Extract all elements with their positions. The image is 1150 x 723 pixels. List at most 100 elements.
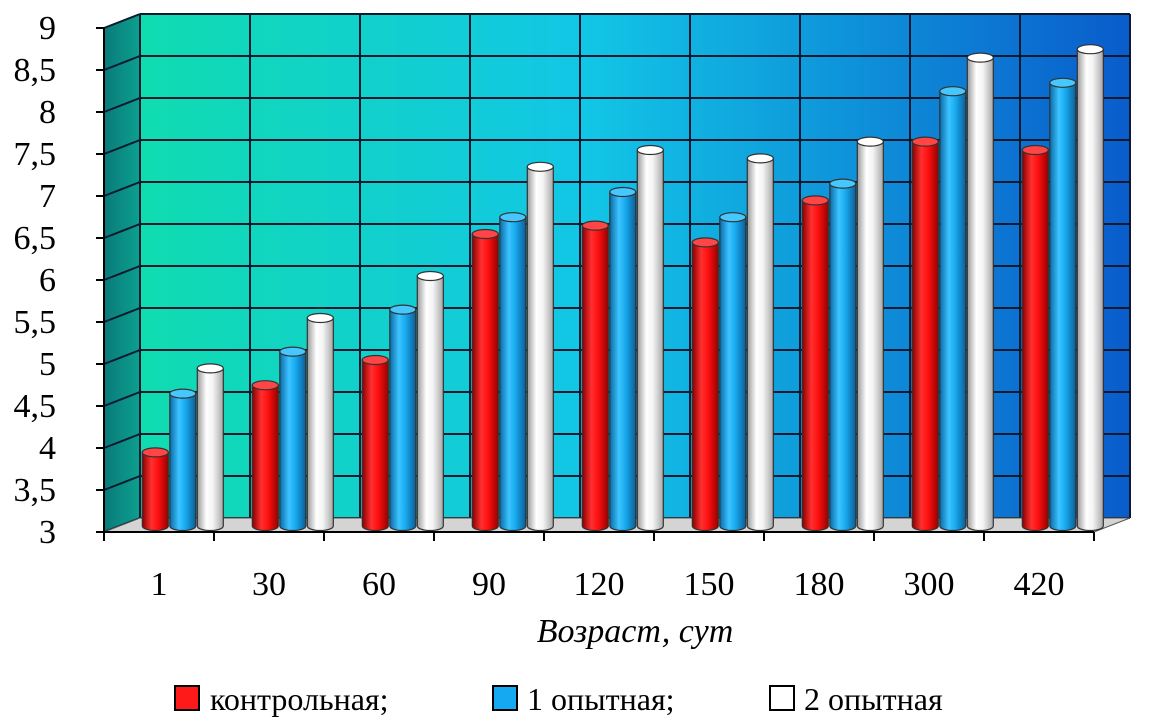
bar bbox=[829, 178, 857, 532]
y-tick-label: 7 bbox=[39, 178, 56, 215]
bar bbox=[141, 447, 169, 532]
bar-top bbox=[829, 178, 857, 189]
bar-top bbox=[196, 363, 224, 374]
y-tick-label: 7,5 bbox=[14, 136, 57, 173]
gridline-side bbox=[103, 13, 141, 29]
gridline-side bbox=[103, 181, 141, 197]
bar-body bbox=[196, 367, 224, 532]
bar-body bbox=[389, 309, 417, 532]
bar-body bbox=[499, 216, 527, 532]
bar-top bbox=[581, 220, 609, 231]
gridline-side bbox=[103, 55, 141, 71]
bar-top bbox=[746, 153, 774, 164]
legend: контрольная; 1 опытная; 2 опытная bbox=[174, 681, 943, 717]
x-tick-label: 150 bbox=[684, 566, 735, 603]
bar-top bbox=[471, 228, 499, 240]
bar-top bbox=[1076, 44, 1104, 55]
y-tick-label: 5,5 bbox=[14, 304, 57, 341]
legend-swatch bbox=[769, 685, 795, 711]
bar-top bbox=[856, 136, 884, 147]
legend-label: 2 опытная bbox=[804, 681, 943, 717]
y-tick-label: 9 bbox=[39, 10, 56, 47]
bar-body bbox=[279, 351, 307, 532]
x-tick-labels: 1 30 60 90 120 150 180 300 420 bbox=[151, 566, 1065, 603]
y-tick-label: 6 bbox=[39, 262, 56, 299]
gridline-side bbox=[103, 223, 141, 239]
bar-body bbox=[306, 317, 334, 532]
bar bbox=[389, 304, 417, 532]
y-tick-label: 8 bbox=[39, 94, 56, 131]
bar bbox=[526, 161, 554, 532]
bar-body bbox=[856, 141, 884, 532]
x-tick-label: 180 bbox=[794, 566, 845, 603]
gridline-side bbox=[103, 97, 141, 113]
bar-top bbox=[609, 186, 637, 198]
x-tick-label: 420 bbox=[1014, 566, 1065, 603]
bar-body bbox=[829, 183, 857, 532]
y-tick-label: 8,5 bbox=[14, 52, 57, 89]
bar-body bbox=[581, 225, 609, 532]
bar-body bbox=[1076, 48, 1104, 532]
bar-top bbox=[499, 212, 527, 223]
bar bbox=[719, 212, 747, 532]
bar-body bbox=[801, 199, 829, 532]
x-tick-label: 300 bbox=[904, 566, 955, 603]
bar bbox=[966, 52, 994, 532]
legend-label: 1 опытная; bbox=[527, 681, 675, 717]
bar-body bbox=[719, 216, 747, 532]
x-tick-label: 1 bbox=[151, 566, 168, 603]
axes bbox=[96, 27, 1095, 541]
bar-body bbox=[966, 57, 994, 532]
bar-top bbox=[251, 380, 279, 391]
gridline-side bbox=[103, 139, 141, 155]
x-tick-label: 90 bbox=[472, 566, 506, 603]
gridline-side bbox=[103, 265, 141, 281]
bar-body bbox=[1049, 82, 1077, 532]
bar-top bbox=[361, 354, 389, 366]
bar bbox=[361, 354, 389, 532]
bar-body bbox=[911, 141, 939, 532]
bar bbox=[609, 186, 637, 532]
x-tick-label: 120 bbox=[574, 566, 625, 603]
bar-body bbox=[471, 233, 499, 532]
x-axis-label: Возраст, сут bbox=[537, 613, 734, 650]
gridline-side bbox=[103, 307, 141, 323]
bar bbox=[471, 228, 499, 532]
bar-body bbox=[416, 275, 444, 532]
bars bbox=[141, 44, 1104, 532]
legend-swatch bbox=[174, 685, 200, 711]
bar bbox=[1076, 44, 1104, 532]
bar-top bbox=[801, 195, 829, 206]
bar-top bbox=[719, 212, 747, 223]
bar-top bbox=[939, 86, 967, 97]
bar bbox=[636, 144, 664, 532]
bar bbox=[251, 380, 279, 532]
y-tick-label: 4,5 bbox=[14, 388, 57, 425]
bar-body bbox=[141, 451, 169, 532]
bar-body bbox=[939, 90, 967, 532]
bar-top bbox=[1049, 77, 1077, 88]
bar bbox=[1021, 144, 1049, 532]
y-tick-label: 4 bbox=[39, 430, 56, 467]
bar-top bbox=[911, 136, 939, 147]
bar-body bbox=[169, 393, 197, 532]
x-tick-label: 30 bbox=[252, 566, 286, 603]
bar-top bbox=[691, 237, 719, 248]
bar bbox=[691, 237, 719, 532]
bar-top bbox=[389, 304, 417, 315]
bar bbox=[306, 312, 334, 532]
legend-swatch bbox=[492, 685, 518, 711]
bar-body bbox=[526, 166, 554, 532]
bar-top bbox=[169, 388, 197, 399]
gridline-side bbox=[103, 475, 141, 491]
y-tick-label: 3 bbox=[39, 514, 56, 551]
gridline-side bbox=[103, 433, 141, 449]
bar-top bbox=[141, 447, 169, 458]
bar bbox=[1049, 77, 1077, 532]
bar bbox=[856, 136, 884, 532]
bar-top bbox=[636, 144, 664, 156]
bar-top bbox=[416, 270, 444, 282]
bar-body bbox=[636, 149, 664, 532]
bar bbox=[499, 212, 527, 532]
